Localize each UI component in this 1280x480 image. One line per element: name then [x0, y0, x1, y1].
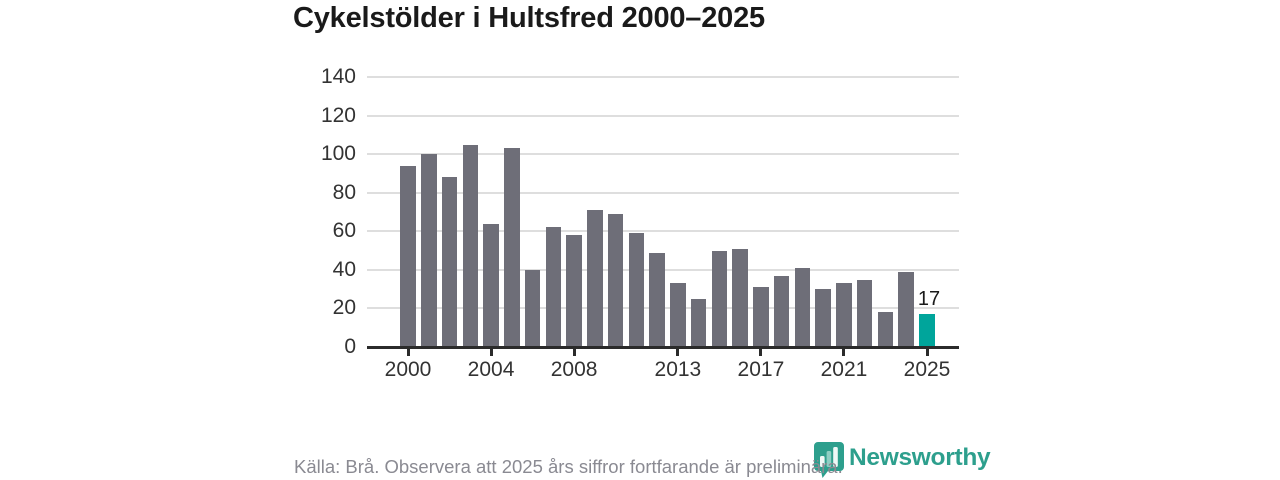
x-tick-label-2004: 2004 [467, 358, 515, 381]
gridline-60 [367, 230, 959, 233]
bar-2014 [690, 298, 707, 347]
y-tick-label-120: 120 [320, 103, 356, 127]
gridline-120 [367, 114, 959, 117]
bar-2023 [877, 312, 894, 347]
x-tick-2017 [759, 348, 763, 356]
newsworthy-shield-icon [814, 442, 844, 478]
bar-2017 [753, 287, 769, 347]
bar-2021 [836, 283, 852, 347]
y-tick-label-100: 100 [320, 142, 356, 166]
chart-title: Cykelstölder i Hultsfred 2000–2025 [293, 2, 765, 34]
bar-2013 [670, 283, 686, 347]
bar-2020 [815, 289, 831, 347]
bar-2007 [545, 227, 562, 347]
bar-2003 [462, 144, 479, 347]
bar-2002 [441, 177, 458, 347]
bar-2022 [856, 279, 873, 347]
x-tick-2025 [925, 348, 929, 356]
bar-2001 [421, 154, 437, 347]
x-tick-label-2000: 2000 [384, 358, 432, 381]
newsworthy-logo: Newsworthy [814, 442, 991, 478]
source-note: Källa: Brå. Observera att 2025 års siffr… [294, 456, 843, 477]
x-tick-2004 [489, 348, 493, 356]
bar-2019 [794, 267, 811, 347]
bar-2006 [524, 269, 541, 347]
bar-2024 [898, 271, 914, 347]
y-tick-label-140: 140 [320, 65, 356, 88]
bar-2000 [400, 165, 416, 347]
gridline-140 [367, 76, 959, 78]
bar-2010 [607, 213, 624, 347]
y-tick-label-60: 60 [332, 219, 356, 243]
y-tick-label-0: 0 [344, 335, 356, 358]
bar-2005 [504, 148, 520, 347]
bar-2025 [919, 314, 935, 347]
bar-2012 [649, 252, 665, 347]
bar-value-label-2025: 17 [917, 288, 941, 311]
x-tick-label-2013: 2013 [654, 358, 702, 381]
y-tick-label-20: 20 [332, 296, 356, 320]
bar-2008 [566, 235, 582, 347]
y-tick-label-40: 40 [332, 257, 356, 281]
bar-2016 [732, 248, 748, 347]
bar-2011 [628, 233, 645, 347]
x-tick-label-2017: 2017 [737, 358, 785, 381]
x-tick-2013 [676, 348, 680, 356]
newsworthy-wordmark: Newsworthy [849, 444, 991, 471]
x-tick-2000 [406, 348, 410, 356]
gridline-80 [367, 191, 959, 194]
x-tick-label-2021: 2021 [820, 358, 868, 381]
bar-2018 [773, 275, 790, 347]
x-axis-line [367, 345, 959, 349]
gridline-100 [367, 153, 959, 156]
x-tick-2008 [572, 348, 576, 356]
bar-2015 [711, 250, 728, 347]
x-tick-label-2008: 2008 [550, 358, 598, 381]
bar-2004 [483, 223, 499, 347]
y-tick-label-80: 80 [332, 180, 356, 204]
x-tick-2021 [842, 348, 846, 356]
bar-2009 [587, 210, 603, 347]
x-tick-label-2025: 2025 [903, 358, 951, 381]
